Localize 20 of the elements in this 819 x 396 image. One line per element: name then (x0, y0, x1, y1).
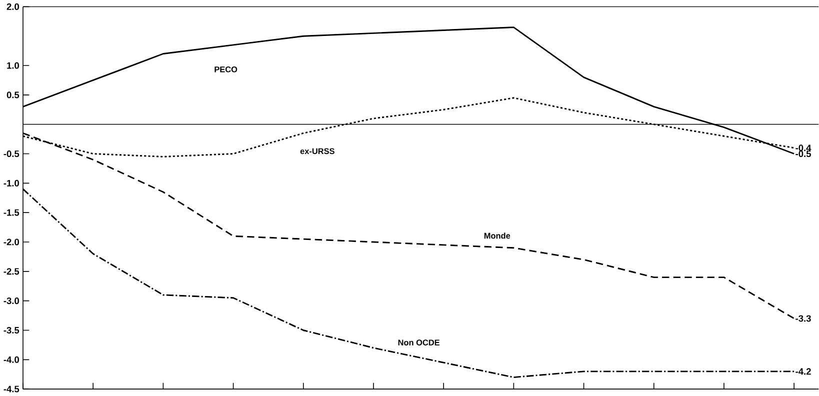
y-tick-label: -3.5 (4, 326, 20, 334)
y-tick-label: -1.5 (4, 209, 20, 216)
y-tick-label: -0.5 (4, 150, 20, 157)
text: PECO (214, 66, 238, 72)
data-label: -4.2 (796, 368, 811, 375)
data-label: -0.5 (796, 150, 811, 157)
series-label: Monde (484, 232, 510, 239)
series-label: Non OCDE (398, 340, 440, 346)
data-label: -0.4 (796, 144, 812, 152)
y-tick-label: 1.0 (7, 62, 19, 69)
y-tick-label: 2.0 (6, 3, 19, 10)
data-label: -3.3 (796, 315, 811, 322)
y-tick-label: -1.0 (4, 180, 19, 186)
y-tick-label: -4.5 (4, 386, 20, 392)
y-tick-label: -2.5 (4, 268, 20, 275)
y-tick-label: -2.0 (4, 238, 19, 246)
y-tick-label: -3.0 (4, 297, 19, 304)
series-label: ex-URSS (300, 148, 334, 154)
y-tick-label: -4.0 (4, 356, 19, 363)
y-tick-label: 0.5 (6, 92, 20, 98)
